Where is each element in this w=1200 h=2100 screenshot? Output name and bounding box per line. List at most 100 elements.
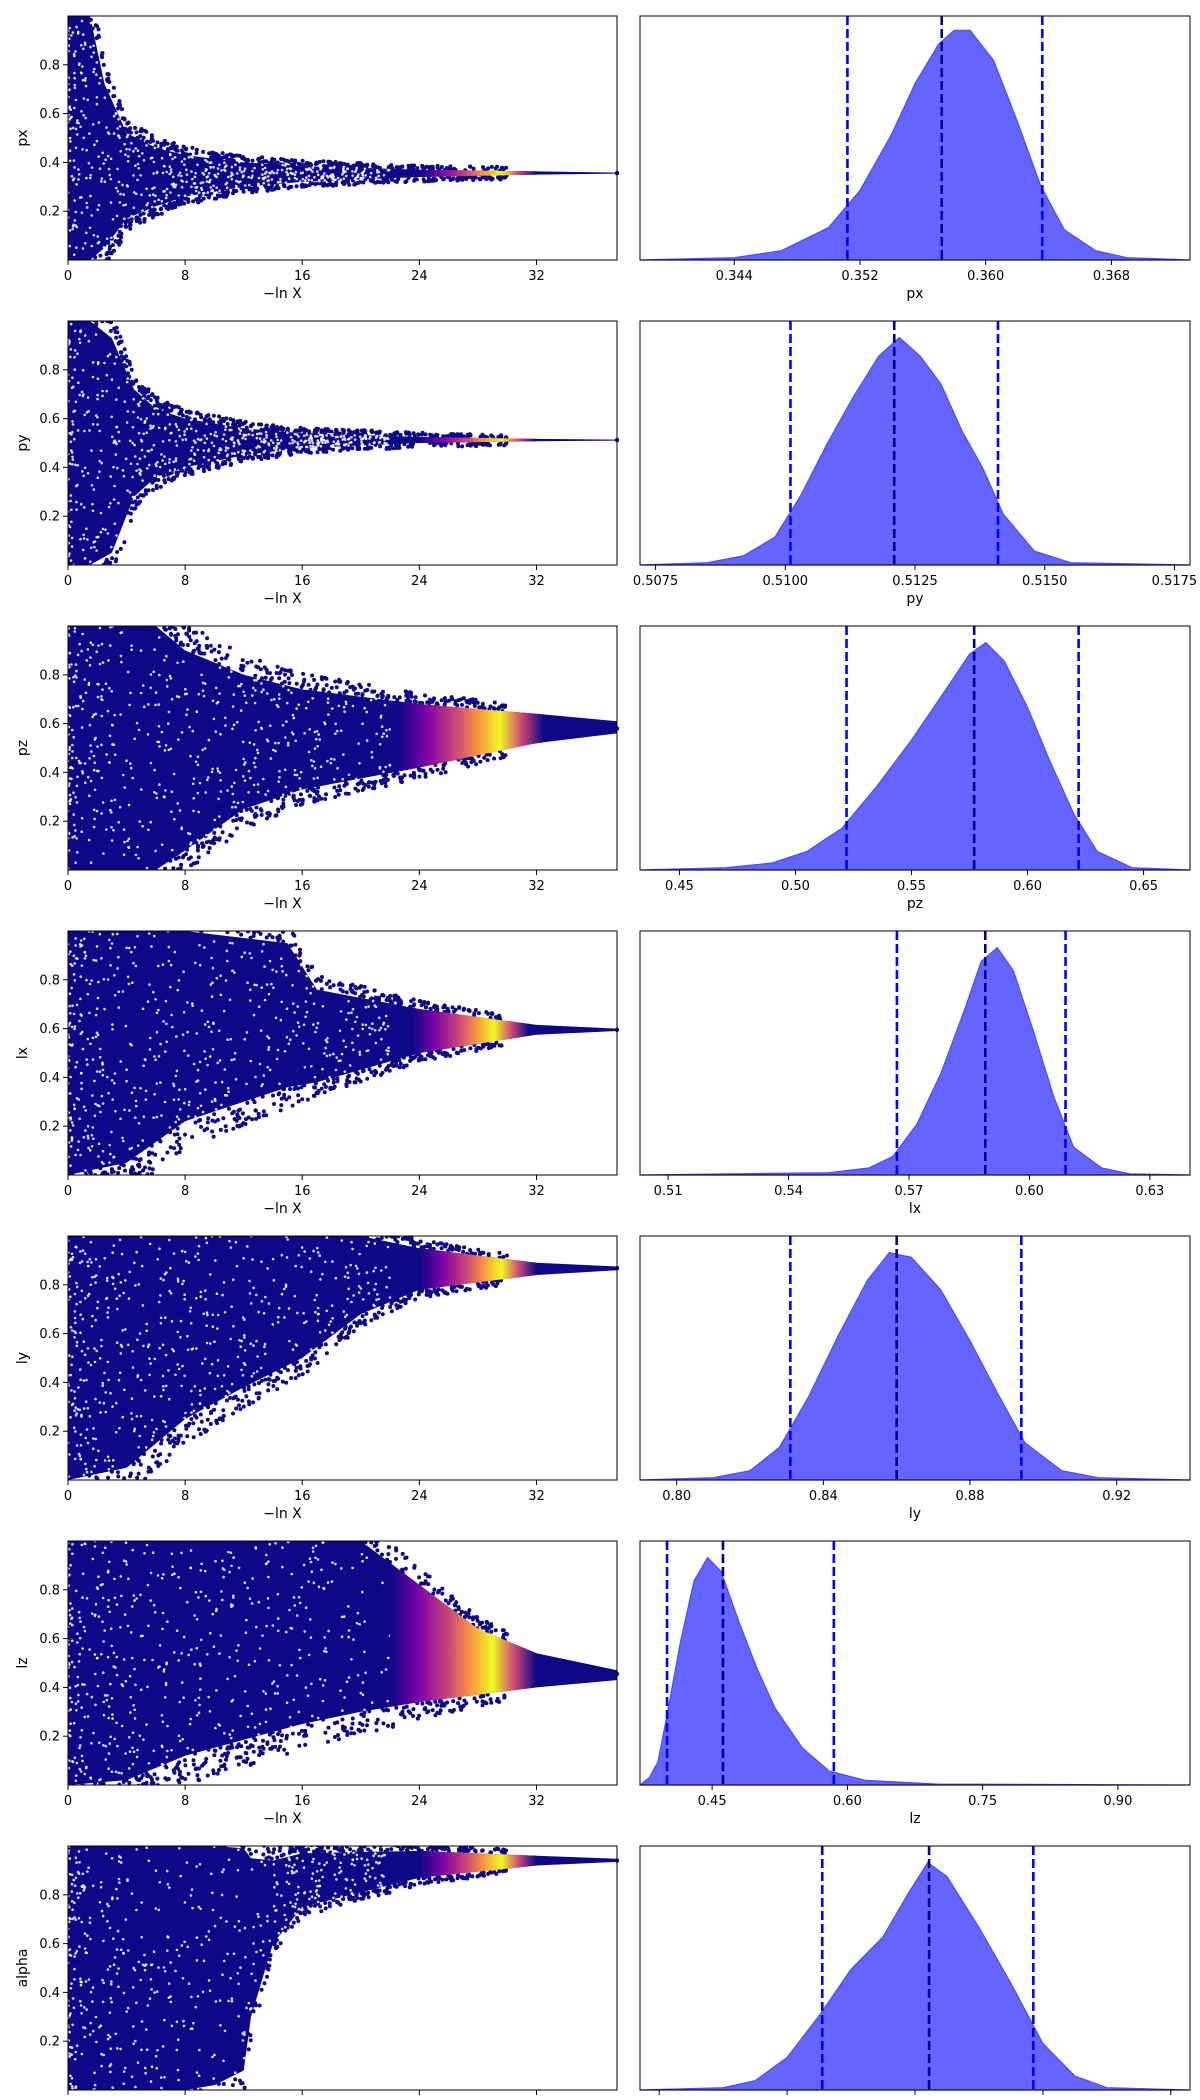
kde-panel-ly: 0.80 0.84 0.88 0.92 ly [639, 1235, 1191, 1522]
x-tick-label: 0 [64, 879, 72, 894]
trace-axes-frame [67, 15, 618, 261]
kde-panel-py: 0.5075 0.5100 0.5125 0.5150 0.5175 py [633, 320, 1198, 607]
x-tick-label: 24 [411, 269, 428, 284]
y-tick-label: 0.4 [39, 461, 60, 476]
x-tick-label: 0 [64, 269, 72, 284]
trace-y-label: py [15, 434, 31, 451]
x-tick-label: 8 [181, 1794, 189, 1809]
x-tick-label: 0.45 [698, 1794, 727, 1809]
x-tick-label: 16 [294, 1489, 311, 1504]
y-tick-label: 0.2 [39, 1425, 60, 1440]
trace-band-ly [68, 1236, 617, 1480]
x-tick-label: 8 [181, 269, 189, 284]
x-tick-label: 32 [528, 574, 545, 589]
x-tick-label: 24 [411, 574, 428, 589]
x-tick-label: 24 [411, 1794, 428, 1809]
x-tick-label: 0.75 [968, 1794, 997, 1809]
trace-peak-pz [397, 701, 544, 772]
x-tick-label: 16 [294, 879, 311, 894]
trace-x-label: −ln X [263, 896, 302, 912]
y-tick-label: 0.4 [39, 1376, 60, 1391]
x-tick-label: 0.352 [841, 269, 878, 284]
trace-peak-px [419, 169, 537, 177]
y-tick-label: 0.2 [39, 1120, 60, 1135]
trace-peak-lx [412, 1007, 530, 1056]
trace-panel-lx: 0 8 16 24 32 0.2 0.4 0.6 0.8 −ln X lx [15, 930, 620, 1217]
trace-axes-frame [67, 625, 618, 871]
trace-band-alpha [68, 1846, 617, 2090]
trace-x-label: −ln X [263, 1811, 302, 1827]
trace-y-label: pz [15, 740, 31, 756]
x-tick-label: 0.57 [895, 1184, 924, 1199]
kde-panel-px: 0.344 0.352 0.360 0.368 px [639, 15, 1191, 302]
x-tick-label: 32 [528, 269, 545, 284]
y-tick-label: 0.8 [39, 1888, 60, 1903]
trace-points-py [68, 321, 509, 565]
y-tick-label: 0.6 [39, 1022, 60, 1037]
trace-points-lz [68, 1541, 509, 1785]
kde-axes-frame [639, 15, 1191, 261]
x-tick-label: 0.5175 [1152, 574, 1198, 589]
trace-x-label: −ln X [263, 1506, 302, 1522]
y-tick-label: 0.6 [39, 1937, 60, 1952]
trace-panel-pz: 0 8 16 24 32 0.2 0.4 0.6 0.8 −ln X pz [15, 625, 620, 912]
y-tick-label: 0.2 [39, 205, 60, 220]
kde-x-label: ly [909, 1506, 921, 1522]
x-tick-label: 16 [294, 574, 311, 589]
trace-points-pz [68, 626, 508, 870]
kde-area-px [639, 29, 1191, 261]
trace-panel-px: 0 8 16 24 32 0.2 0.4 0.6 0.8 −ln X px [15, 15, 620, 302]
kde-x-label: pz [907, 896, 923, 912]
x-tick-label: 16 [294, 1794, 311, 1809]
trace-panel-ly: 0 8 16 24 32 0.2 0.4 0.6 0.8 −ln X ly [15, 1235, 620, 1522]
x-tick-label: 0.60 [833, 1794, 862, 1809]
trace-y-label: px [15, 129, 31, 146]
trace-peak-ly [419, 1248, 537, 1290]
x-tick-label: 0.92 [1102, 1489, 1131, 1504]
x-tick-label: 0.5075 [633, 574, 679, 589]
trace-axes-frame [67, 930, 618, 1176]
y-tick-label: 0.6 [39, 1327, 60, 1342]
kde-axes-frame [639, 625, 1191, 871]
x-tick-label: 0.360 [967, 269, 1004, 284]
y-tick-label: 0.8 [39, 363, 60, 378]
trace-x-label: −ln X [263, 591, 302, 607]
trace-band-pz [68, 626, 617, 870]
x-tick-label: 0 [64, 1184, 72, 1199]
x-tick-label: 32 [528, 1489, 545, 1504]
x-tick-label: 24 [411, 1184, 428, 1199]
x-tick-label: 8 [181, 574, 189, 589]
trace-axes-frame [67, 1540, 618, 1786]
trace-points-lx [68, 931, 504, 1175]
y-tick-label: 0.2 [39, 2035, 60, 2050]
x-tick-label: 0.5150 [1022, 574, 1068, 589]
y-tick-label: 0.6 [39, 717, 60, 732]
x-tick-label: 0.51 [654, 1184, 683, 1199]
kde-axes-frame [639, 930, 1191, 1176]
x-tick-label: 32 [528, 1794, 545, 1809]
kde-x-label: lx [909, 1201, 921, 1217]
trace-panel-py: 0 8 16 24 32 0.2 0.4 0.6 0.8 −ln X py [15, 320, 620, 607]
kde-area-lz [639, 1557, 1191, 1786]
y-tick-label: 0.4 [39, 1681, 60, 1696]
y-tick-label: 0.2 [39, 815, 60, 830]
kde-area-py [639, 337, 1191, 566]
x-tick-label: 24 [411, 879, 428, 894]
kde-panel-alpha: 0.900.920.940.960.98alpha [639, 1845, 1191, 2100]
x-tick-label: 0 [64, 574, 72, 589]
x-tick-label: 8 [181, 879, 189, 894]
y-tick-label: 0.4 [39, 1986, 60, 2001]
trace-panel-lz: 0 8 16 24 32 0.2 0.4 0.6 0.8 −ln X lz [15, 1540, 620, 1827]
kde-panel-lz: 0.45 0.60 0.75 0.90 lz [639, 1540, 1191, 1827]
x-tick-label: 0.88 [956, 1489, 985, 1504]
kde-area-pz [639, 642, 1191, 871]
trace-x-label: −ln X [263, 1201, 302, 1217]
x-tick-label: 0.90 [1103, 1794, 1132, 1809]
x-tick-label: 16 [294, 269, 311, 284]
y-tick-label: 0.4 [39, 156, 60, 171]
trace-peak-py [419, 436, 537, 443]
x-tick-label: 0.344 [716, 269, 753, 284]
trace-axes-frame [67, 320, 618, 566]
kde-x-label: lz [909, 1811, 920, 1827]
x-tick-label: 32 [528, 879, 545, 894]
